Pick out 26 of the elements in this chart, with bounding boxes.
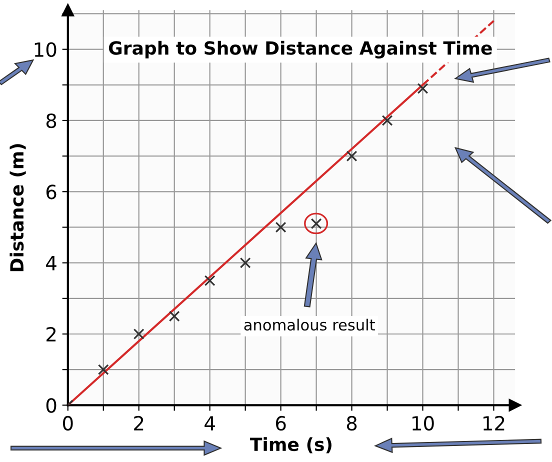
point [382,114,393,126]
x-axis-title: Time (s) [250,437,332,454]
y-tick-label: 2 [46,326,56,342]
x-tick-label: 12 [483,416,504,430]
x-tick-label: 8 [346,416,357,431]
point [168,310,180,322]
point [346,150,358,162]
point [240,257,251,268]
point [275,222,286,233]
x-tick-label: 4 [204,416,215,430]
point [204,275,216,286]
x-tick-label: 2 [134,416,144,430]
annotation: anomalous result [244,318,375,331]
y-tick-label: 6 [46,184,56,200]
point [133,328,144,340]
x-tick-label: 6 [276,416,286,431]
y-axis-title: Distance (m) [10,144,26,272]
y-tick-label: 8 [46,113,56,128]
y-tick-label: 4 [46,256,56,270]
text: Graph to Show Distance Against Time [108,40,492,58]
y-tick-label: 10 [34,42,56,57]
x-tick-label: 0 [62,416,73,431]
point [98,364,109,376]
x-tick-label: 10 [412,416,434,431]
y-tick-label: 0 [46,398,56,413]
point [417,82,428,94]
